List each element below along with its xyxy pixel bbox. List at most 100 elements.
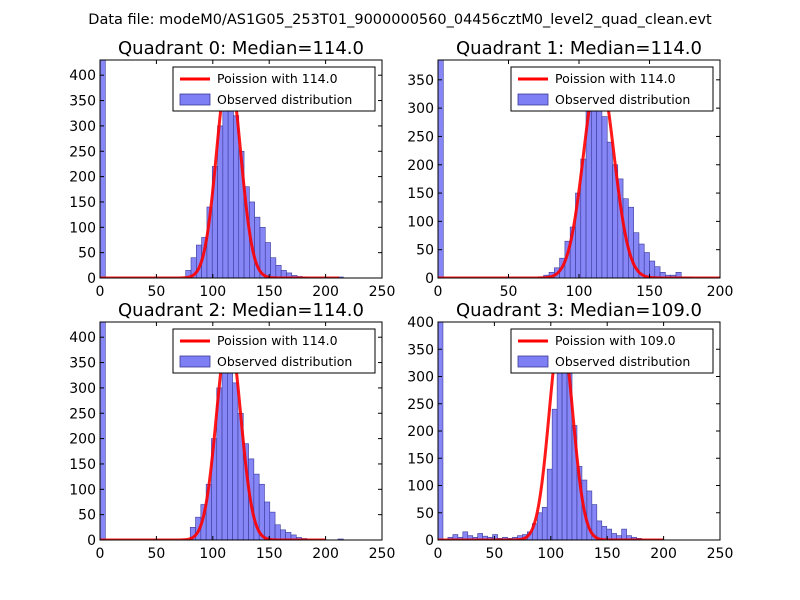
quadrant-title: Quadrant 3: Median=109.0 bbox=[456, 300, 702, 321]
poisson-curve bbox=[438, 328, 664, 540]
y-tick-label: 100 bbox=[69, 220, 96, 236]
histogram-bar bbox=[100, 322, 106, 540]
histogram-bar bbox=[601, 526, 608, 540]
y-tick-label: 150 bbox=[69, 195, 96, 211]
y-tick-label: 350 bbox=[69, 94, 96, 110]
y-tick-label: 0 bbox=[425, 271, 434, 287]
x-tick-label: 50 bbox=[147, 546, 165, 562]
x-tick-label: 50 bbox=[485, 546, 503, 562]
legend: Poission with 114.0 Observed distribution bbox=[510, 66, 714, 112]
legend-label-poisson: Poission with 109.0 bbox=[555, 333, 676, 348]
histogram-bar bbox=[628, 206, 634, 278]
legend-patch-swatch bbox=[517, 355, 549, 368]
histogram-bar bbox=[654, 266, 661, 278]
x-tick-label: 0 bbox=[96, 284, 105, 300]
histogram-bar bbox=[649, 260, 656, 278]
y-tick-label: 200 bbox=[407, 158, 434, 174]
y-tick-label: 150 bbox=[407, 451, 434, 467]
legend-patch-swatch bbox=[179, 93, 211, 106]
x-tick-label: 250 bbox=[369, 546, 396, 562]
y-tick-label: 250 bbox=[407, 397, 434, 413]
histogram-bar bbox=[606, 141, 613, 278]
y-tick-label: 150 bbox=[69, 457, 96, 473]
y-tick-label: 300 bbox=[69, 119, 96, 135]
x-tick-label: 0 bbox=[434, 546, 443, 562]
legend-patch-swatch bbox=[517, 93, 549, 106]
poisson-curve bbox=[100, 330, 326, 540]
histogram-bar bbox=[536, 512, 543, 540]
histogram-bar bbox=[269, 511, 276, 540]
legend: Poission with 109.0 Observed distribution bbox=[510, 328, 714, 374]
y-tick-label: 50 bbox=[416, 243, 434, 259]
y-tick-label: 400 bbox=[69, 68, 96, 84]
x-tick-label: 150 bbox=[256, 546, 283, 562]
x-tick-label: 200 bbox=[312, 284, 339, 300]
histogram-bar bbox=[601, 116, 608, 278]
legend-label-observed: Observed distribution bbox=[217, 354, 352, 369]
x-tick-label: 200 bbox=[312, 546, 339, 562]
histogram-bar bbox=[270, 257, 277, 278]
histogram-bar bbox=[264, 501, 271, 540]
y-tick-label: 300 bbox=[69, 381, 96, 397]
y-tick-label: 250 bbox=[69, 406, 96, 422]
legend-label-poisson: Poission with 114.0 bbox=[555, 71, 676, 86]
legend: Poission with 114.0 Observed distribution bbox=[172, 328, 376, 374]
x-tick-label: 250 bbox=[707, 546, 734, 562]
y-tick-label: 50 bbox=[78, 508, 96, 524]
plot-content bbox=[100, 322, 344, 540]
legend-label-poisson: Poission with 114.0 bbox=[217, 333, 338, 348]
y-tick-label: 100 bbox=[69, 482, 96, 498]
quadrant-1-panel: 0 50 100 150 200 0 50 100 150 200 250 300 350 Quadran… bbox=[407, 38, 733, 300]
y-tick-label: 350 bbox=[407, 342, 434, 358]
histogram-bar bbox=[232, 382, 239, 540]
histogram-bar bbox=[100, 60, 106, 278]
legend-label-observed: Observed distribution bbox=[217, 92, 352, 107]
y-tick-label: 250 bbox=[407, 129, 434, 145]
histogram-bar bbox=[551, 408, 558, 540]
histogram-bar bbox=[596, 90, 603, 278]
histogram-bar bbox=[675, 272, 682, 278]
poisson-curve bbox=[438, 69, 720, 278]
axes-frame bbox=[99, 321, 383, 541]
histogram-bar bbox=[541, 506, 548, 540]
x-tick-label: 150 bbox=[256, 284, 283, 300]
histogram-bar bbox=[227, 92, 234, 278]
legend-label-poisson: Poission with 114.0 bbox=[217, 71, 338, 86]
quadrant-title: Quadrant 1: Median=114.0 bbox=[456, 38, 702, 59]
histogram-bar bbox=[546, 468, 553, 540]
y-tick-label: 0 bbox=[87, 271, 96, 287]
legend-label-observed: Observed distribution bbox=[555, 92, 690, 107]
x-tick-label: 150 bbox=[636, 284, 663, 300]
y-tick-label: 0 bbox=[425, 533, 434, 549]
y-tick-label: 300 bbox=[407, 101, 434, 117]
histogram-bar bbox=[621, 528, 627, 540]
quadrant-3-panel: 0 50 100 150 200 250 0 50 100 150 200 250 300 350 400 Q… bbox=[407, 300, 733, 562]
x-tick-label: 250 bbox=[369, 284, 396, 300]
histogram-bar bbox=[643, 252, 650, 278]
y-tick-label: 50 bbox=[78, 246, 96, 262]
y-tick-label: 200 bbox=[69, 170, 96, 186]
y-tick-label: 150 bbox=[407, 186, 434, 202]
x-tick-label: 50 bbox=[500, 284, 518, 300]
histogram-bar bbox=[438, 60, 444, 278]
x-tick-label: 200 bbox=[650, 546, 677, 562]
quadrant-title: Quadrant 2: Median=114.0 bbox=[118, 300, 364, 321]
axes-frame bbox=[99, 59, 383, 279]
histogram-bar bbox=[264, 242, 271, 278]
y-tick-label: 400 bbox=[407, 315, 434, 331]
histogram-bar bbox=[274, 524, 281, 540]
x-tick-label: 50 bbox=[147, 284, 165, 300]
x-tick-label: 100 bbox=[566, 284, 593, 300]
quadrant-0-panel: 0 50 100 150 200 250 0 50 100 150 200 250 300 350 400 Q… bbox=[69, 38, 395, 300]
x-tick-label: 200 bbox=[707, 284, 734, 300]
y-tick-label: 350 bbox=[69, 356, 96, 372]
quadrant-title: Quadrant 0: Median=114.0 bbox=[118, 38, 364, 59]
y-tick-label: 50 bbox=[416, 506, 434, 522]
x-tick-label: 150 bbox=[594, 546, 621, 562]
legend-patch-swatch bbox=[179, 355, 211, 368]
legend-label-observed: Observed distribution bbox=[555, 354, 690, 369]
y-tick-label: 100 bbox=[407, 479, 434, 495]
legend: Poission with 114.0 Observed distribution bbox=[172, 66, 376, 112]
y-tick-label: 200 bbox=[69, 432, 96, 448]
